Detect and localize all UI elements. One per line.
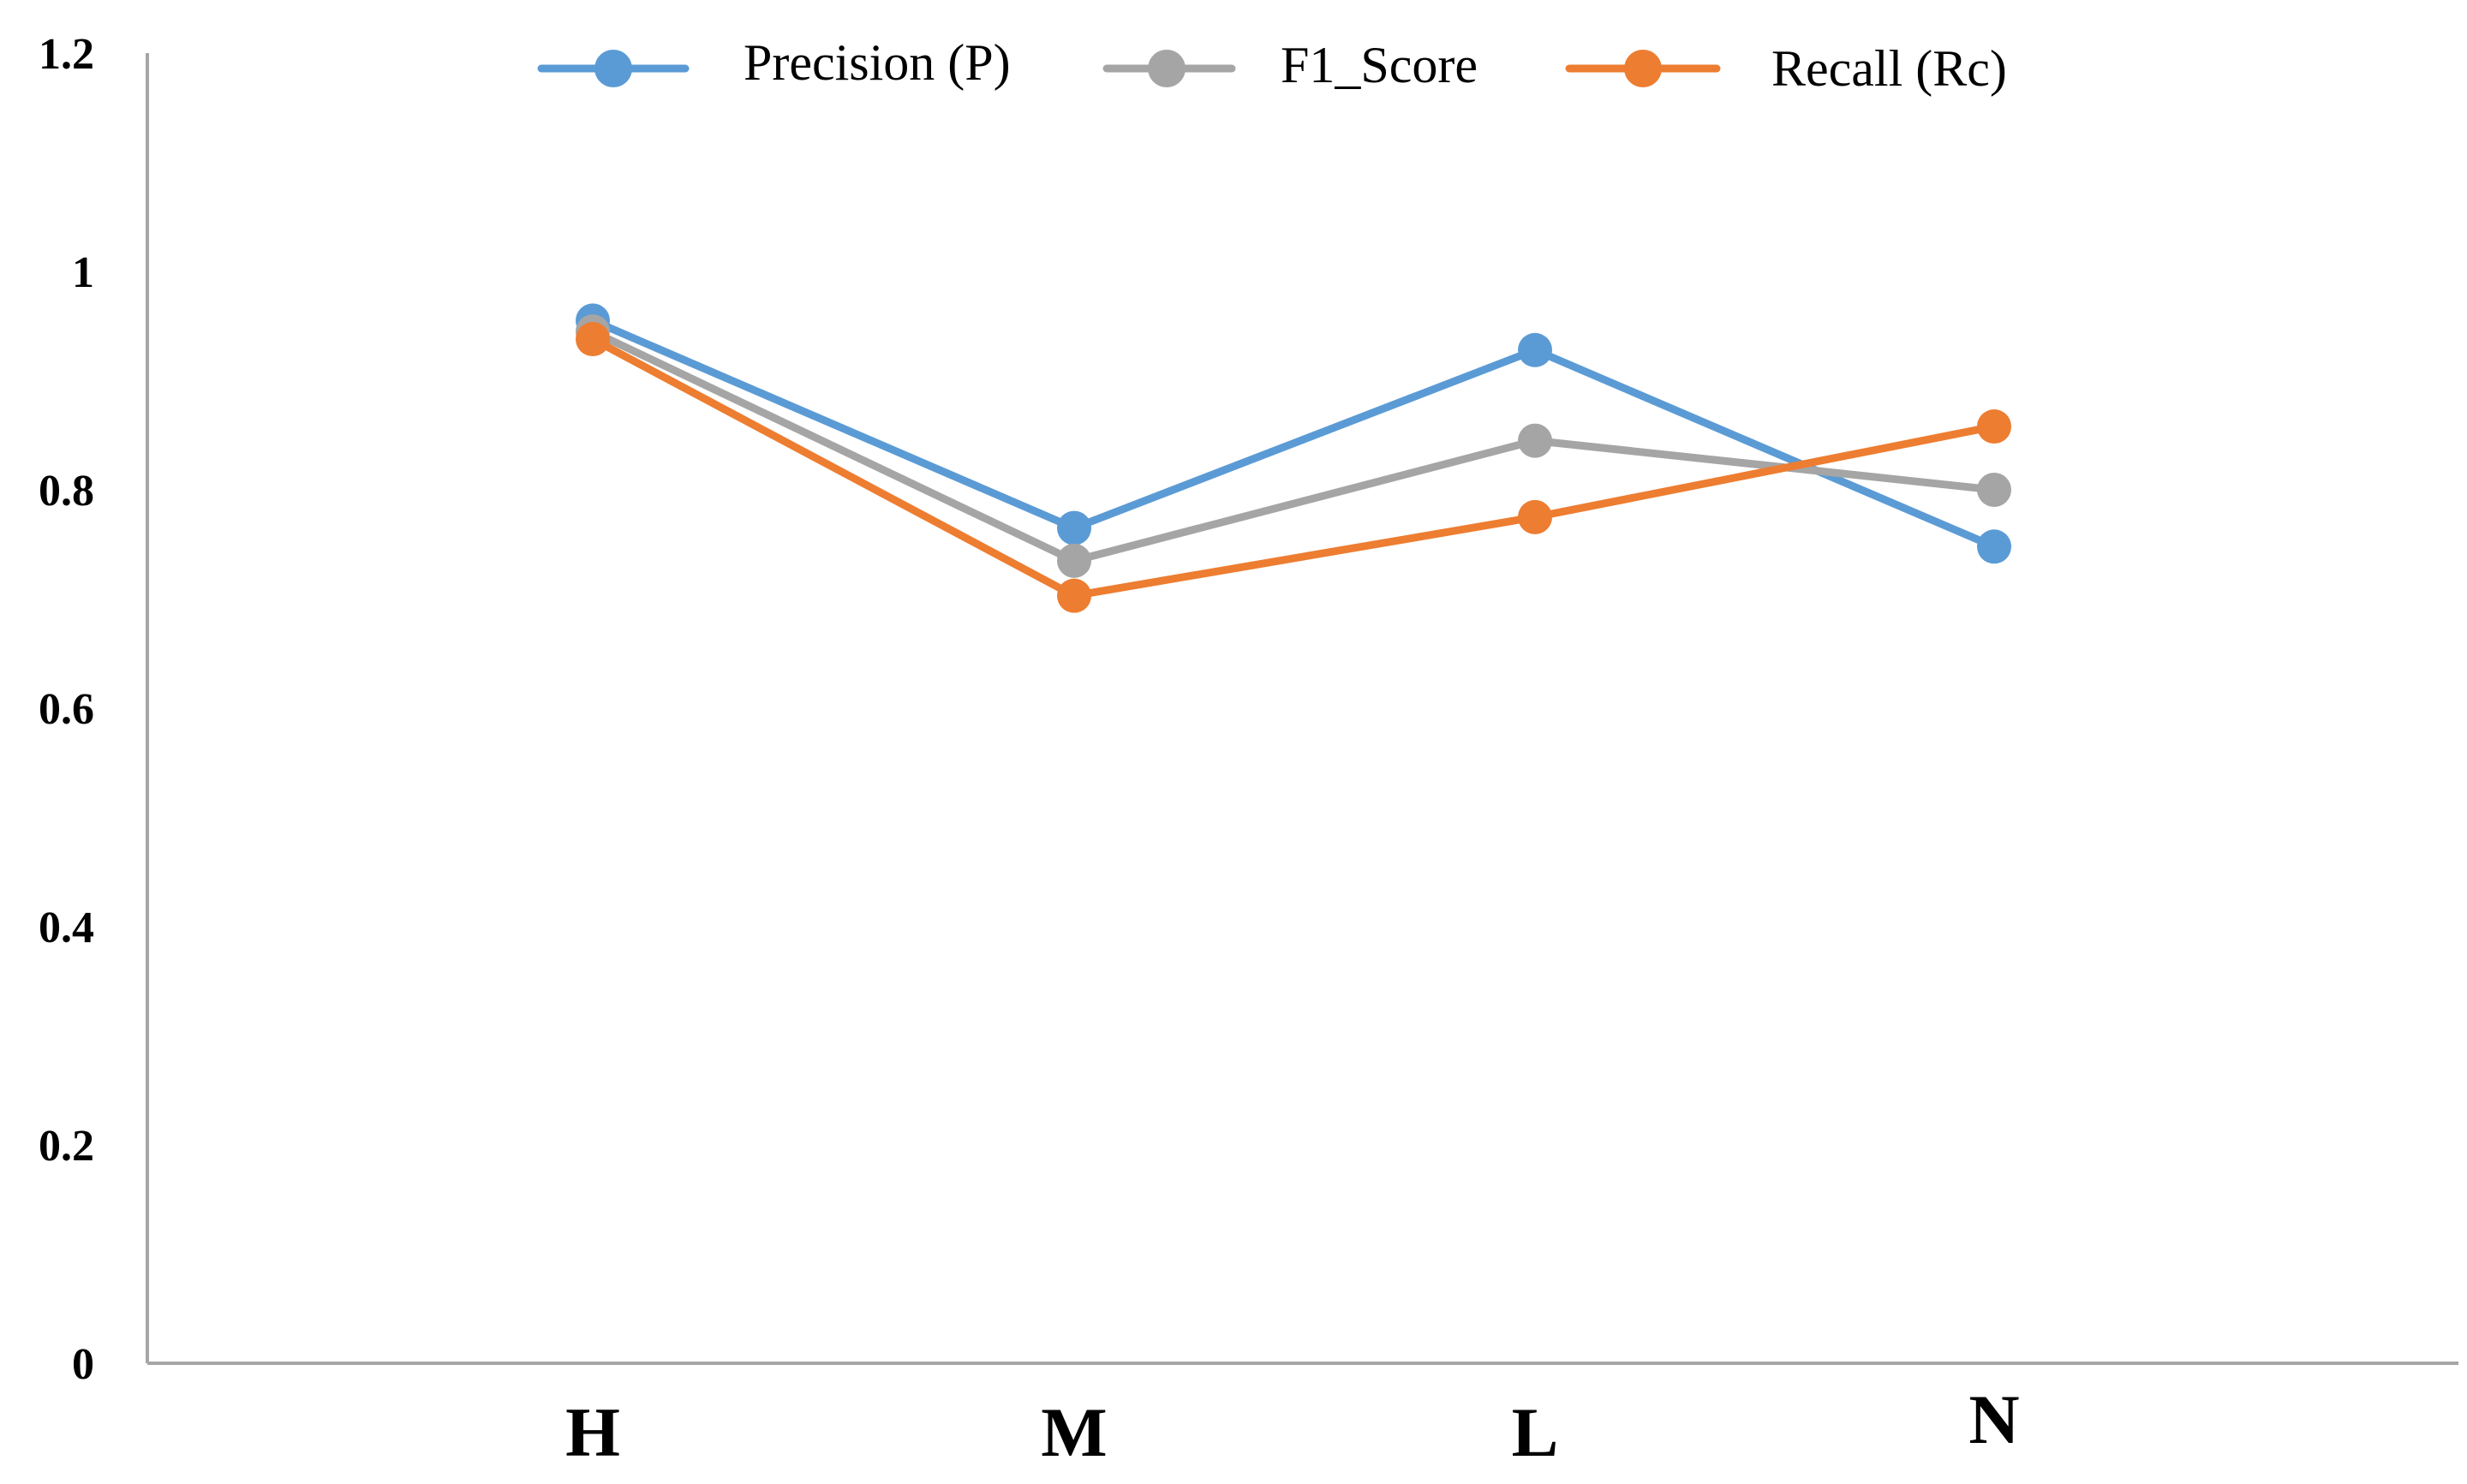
data-point — [1518, 499, 1552, 534]
legend-marker — [1624, 50, 1662, 87]
series-lines — [576, 303, 2011, 613]
data-point — [1057, 510, 1091, 545]
y-tick-label: 0.6 — [39, 685, 94, 734]
x-category-label: N — [1968, 1380, 2019, 1458]
data-point — [1518, 332, 1552, 367]
y-tick-label: 0.4 — [39, 903, 94, 952]
data-point — [1057, 578, 1091, 613]
x-category-label: H — [565, 1393, 620, 1471]
legend-label: Recall (Rc) — [1771, 40, 2007, 97]
data-point — [1518, 423, 1552, 458]
y-axis-tick-labels: 0 0.2 0.4 0.6 0.8 1 1.2 — [39, 30, 94, 1389]
chart-axes — [146, 53, 2458, 1365]
data-point — [1977, 529, 2011, 564]
y-tick-label: 1 — [72, 248, 94, 297]
data-point — [1977, 473, 2011, 507]
y-tick-label: 0.2 — [39, 1122, 94, 1171]
legend-marker — [594, 50, 632, 87]
x-category-label: M — [1041, 1393, 1107, 1471]
legend-label: Precision (P) — [744, 34, 1011, 91]
legend-label: F1_Score — [1281, 37, 1478, 93]
data-point — [576, 322, 610, 357]
y-tick-label: 1.2 — [39, 30, 94, 79]
series-line — [588, 335, 1998, 600]
series-line — [588, 327, 1998, 565]
legend-marker — [1148, 50, 1186, 87]
data-point — [1977, 409, 2011, 444]
y-tick-label: 0.8 — [39, 467, 94, 516]
legend: Precision (P) F1_Score Recall (Rc) — [537, 34, 2007, 97]
x-category-label: L — [1512, 1393, 1559, 1471]
y-tick-label: 0 — [72, 1340, 94, 1389]
data-point — [1057, 543, 1091, 578]
series-line — [588, 316, 1998, 551]
